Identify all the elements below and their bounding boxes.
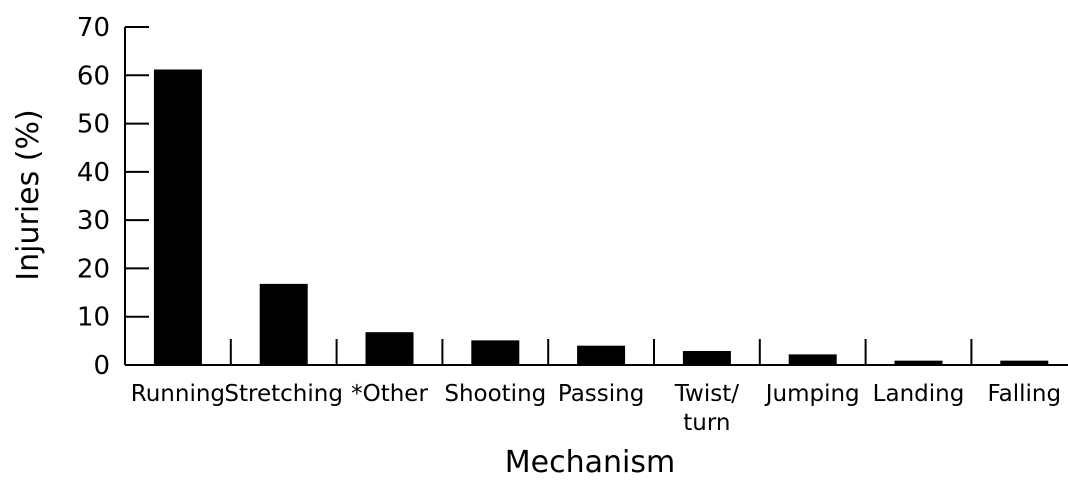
bar: [471, 340, 520, 365]
y-tick-label: 20: [77, 254, 110, 284]
bar: [788, 354, 837, 365]
x-axis-title: Mechanism: [505, 445, 675, 480]
bar: [682, 350, 731, 365]
y-tick-label: 50: [77, 110, 110, 140]
x-tick-label: Running: [131, 381, 225, 407]
x-tick-label: Falling: [988, 381, 1062, 407]
y-tick-label: 10: [77, 303, 110, 333]
bar: [153, 69, 202, 366]
bars: [153, 69, 1049, 366]
y-axis: 0 10 20 30 40 50 60 70: [77, 13, 149, 381]
bar: [1000, 360, 1049, 365]
x-tick-label: Passing: [558, 381, 644, 407]
x-tick-label: Twist/turn: [674, 381, 739, 436]
y-tick-label: 40: [77, 158, 110, 188]
x-tick-label: Shooting: [444, 381, 546, 407]
bar: [365, 332, 414, 365]
x-tick-label: *Other: [351, 381, 428, 407]
x-tick-label: Landing: [873, 381, 965, 407]
x-tick-label: Jumping: [764, 381, 860, 407]
y-axis-title: Injuries (%): [11, 109, 46, 280]
x-tick-label: Stretching: [224, 381, 343, 407]
y-tick-label: 0: [93, 351, 110, 381]
x-axis: Running Stretching *Other Shooting Passing Tw…: [125, 339, 1068, 436]
y-tick-label: 70: [77, 13, 110, 43]
y-tick-label: 30: [77, 206, 110, 236]
y-tick-label: 60: [77, 61, 110, 91]
bar: [259, 283, 308, 365]
bar: [577, 345, 626, 365]
bar: [894, 360, 943, 365]
